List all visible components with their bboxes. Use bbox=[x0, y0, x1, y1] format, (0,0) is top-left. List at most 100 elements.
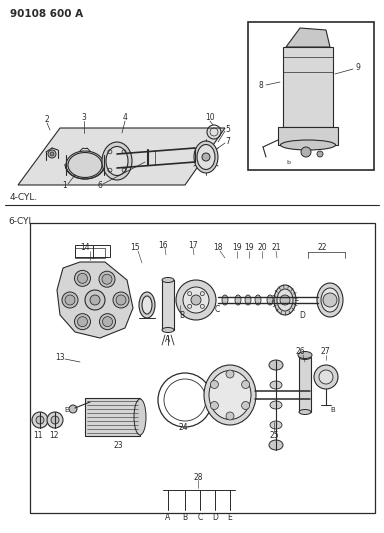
Polygon shape bbox=[18, 128, 225, 185]
Text: 17: 17 bbox=[188, 240, 198, 249]
Ellipse shape bbox=[255, 295, 261, 305]
Text: 6-CYL.: 6-CYL. bbox=[8, 217, 36, 227]
Circle shape bbox=[90, 295, 100, 305]
Ellipse shape bbox=[270, 381, 282, 389]
Text: 12: 12 bbox=[49, 431, 59, 440]
Ellipse shape bbox=[274, 285, 296, 315]
Circle shape bbox=[69, 405, 77, 413]
Ellipse shape bbox=[269, 360, 283, 370]
Text: b: b bbox=[286, 159, 290, 165]
Ellipse shape bbox=[270, 401, 282, 409]
Circle shape bbox=[50, 152, 54, 156]
Text: 9: 9 bbox=[356, 62, 361, 71]
Bar bbox=[75, 248, 105, 258]
Text: 14: 14 bbox=[80, 244, 90, 253]
Circle shape bbox=[36, 416, 44, 424]
Text: B: B bbox=[179, 311, 185, 319]
Text: 4-CYL.: 4-CYL. bbox=[10, 193, 38, 203]
Text: 22: 22 bbox=[317, 244, 327, 253]
Text: 6: 6 bbox=[98, 182, 103, 190]
Circle shape bbox=[99, 313, 116, 329]
Circle shape bbox=[176, 280, 216, 320]
Circle shape bbox=[32, 412, 48, 428]
Circle shape bbox=[323, 293, 337, 307]
Ellipse shape bbox=[162, 327, 174, 333]
Ellipse shape bbox=[102, 142, 132, 180]
Text: 25: 25 bbox=[269, 431, 279, 440]
Circle shape bbox=[242, 401, 250, 409]
Text: E: E bbox=[228, 513, 232, 522]
Text: 16: 16 bbox=[158, 240, 168, 249]
Text: 2: 2 bbox=[45, 116, 50, 125]
Ellipse shape bbox=[204, 365, 256, 425]
Text: 15: 15 bbox=[130, 244, 140, 253]
Text: 19: 19 bbox=[232, 244, 242, 253]
Text: 23: 23 bbox=[113, 440, 123, 449]
Text: 11: 11 bbox=[33, 431, 43, 440]
Text: 90108 600 A: 90108 600 A bbox=[10, 9, 83, 19]
Ellipse shape bbox=[299, 354, 311, 359]
Circle shape bbox=[103, 317, 113, 327]
Circle shape bbox=[280, 295, 290, 305]
Ellipse shape bbox=[66, 151, 104, 179]
Ellipse shape bbox=[267, 295, 273, 305]
Circle shape bbox=[113, 292, 129, 308]
Circle shape bbox=[74, 313, 91, 329]
Circle shape bbox=[78, 273, 88, 284]
Circle shape bbox=[74, 270, 91, 286]
Bar bbox=[299, 357, 311, 412]
Text: 19: 19 bbox=[244, 244, 254, 253]
Bar bbox=[75, 245, 110, 257]
Ellipse shape bbox=[209, 370, 251, 419]
Ellipse shape bbox=[194, 141, 218, 173]
Circle shape bbox=[116, 295, 126, 305]
Text: E: E bbox=[65, 407, 69, 413]
Ellipse shape bbox=[139, 292, 155, 318]
Ellipse shape bbox=[280, 140, 336, 150]
Circle shape bbox=[226, 370, 234, 378]
Ellipse shape bbox=[298, 351, 312, 359]
Polygon shape bbox=[286, 28, 330, 47]
Circle shape bbox=[47, 412, 63, 428]
Circle shape bbox=[314, 365, 338, 389]
Text: D: D bbox=[212, 513, 218, 522]
Ellipse shape bbox=[222, 295, 228, 305]
Text: 8: 8 bbox=[259, 80, 263, 90]
Ellipse shape bbox=[197, 144, 215, 169]
Text: 18: 18 bbox=[213, 244, 223, 253]
Text: 4: 4 bbox=[122, 114, 127, 123]
Text: 28: 28 bbox=[193, 472, 203, 481]
Text: A: A bbox=[166, 335, 170, 344]
Text: 24: 24 bbox=[178, 424, 188, 432]
Ellipse shape bbox=[235, 295, 241, 305]
Circle shape bbox=[242, 381, 250, 389]
Text: 20: 20 bbox=[257, 244, 267, 253]
Circle shape bbox=[102, 274, 112, 284]
Ellipse shape bbox=[269, 440, 283, 450]
Circle shape bbox=[62, 292, 78, 308]
Text: 21: 21 bbox=[271, 244, 281, 253]
Text: 27: 27 bbox=[320, 348, 330, 357]
Text: 3: 3 bbox=[81, 114, 86, 123]
Ellipse shape bbox=[162, 278, 174, 282]
Circle shape bbox=[317, 151, 323, 157]
Bar bbox=[283, 47, 333, 127]
Circle shape bbox=[319, 370, 333, 384]
Ellipse shape bbox=[270, 421, 282, 429]
Circle shape bbox=[85, 290, 105, 310]
Text: 26: 26 bbox=[295, 348, 305, 357]
Circle shape bbox=[210, 401, 218, 409]
Circle shape bbox=[65, 295, 75, 305]
Text: B: B bbox=[331, 407, 335, 413]
Text: C: C bbox=[214, 305, 220, 314]
Circle shape bbox=[183, 287, 209, 313]
Ellipse shape bbox=[299, 409, 311, 415]
Bar bbox=[248, 22, 374, 170]
Ellipse shape bbox=[106, 147, 128, 175]
Circle shape bbox=[210, 381, 218, 389]
Circle shape bbox=[202, 153, 210, 161]
Ellipse shape bbox=[321, 288, 339, 312]
Circle shape bbox=[78, 317, 88, 327]
Text: C: C bbox=[197, 513, 203, 522]
Text: D: D bbox=[299, 311, 305, 319]
